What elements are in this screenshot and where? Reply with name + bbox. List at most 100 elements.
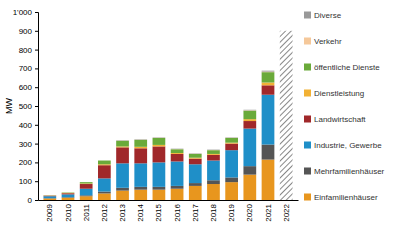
tick-label: 500 [19,102,33,111]
bar-segment [43,195,56,196]
bar-segment [153,145,166,147]
bar-segment [280,31,293,200]
bar-segment [207,180,220,184]
tick: 300 [19,140,38,149]
tick: 2016 [173,200,182,222]
bar-segment [262,72,275,82]
tick-label: 600 [19,83,33,92]
bar-segment [80,182,93,183]
bar-segment [80,182,93,183]
legend-label: Landwirtschaft [314,115,366,124]
tick-mark [35,12,38,13]
tick-label: 2020 [245,203,254,221]
tick-mark [35,181,38,182]
bar-segment [43,195,56,196]
chart: 01002003004005006007008009001'0002009201… [0,0,400,250]
tick-label: 2021 [264,203,273,221]
bar-segment [207,149,220,150]
tick: 2015 [154,200,163,222]
bar-segment [189,154,202,158]
bar-segment [116,163,129,187]
bar-segment [153,138,166,145]
tick-label: 2019 [227,203,236,221]
tick-mark [35,125,38,126]
bar-segment [62,192,75,193]
bar-segment [225,177,238,182]
bar-segment [243,166,256,174]
bar-segment [243,110,256,111]
bar-segment [262,70,275,72]
tick-label: 2014 [136,203,145,221]
tick: 2013 [118,200,127,222]
tick-label: 2012 [100,203,109,221]
bar-segment [134,139,147,140]
bar-segment [262,160,275,200]
bar-segment [134,163,147,187]
axis-line [35,13,39,201]
bar-segment [189,159,202,165]
tick-mark [35,144,38,145]
bar-segment [225,137,238,138]
bar-segment [225,144,238,151]
bar-segment [116,140,129,141]
tick: 2017 [191,200,200,222]
bar-segment [189,183,202,186]
tick: 2021 [264,200,273,222]
bars [43,31,292,200]
bar-segment [116,147,129,163]
bar-segment [171,149,184,150]
bar-segment [62,192,75,193]
tick: 2019 [227,200,236,222]
tick-label: 0 [28,196,33,205]
tick: 700 [19,64,38,73]
bar-segment [80,196,93,200]
legend-swatch [304,12,311,19]
bar-segment [62,192,75,193]
bar-segment [43,196,56,198]
bar-segment [43,195,56,196]
tick: 2012 [100,200,109,222]
bar-segment [207,155,220,161]
bar-segment [116,191,129,200]
tick: 800 [19,46,38,55]
tick-label: 200 [19,158,33,167]
bar-segment [98,193,111,200]
legend-swatch [304,168,311,175]
tick: 600 [19,83,38,92]
tick-mark [35,68,38,69]
bar-segment [262,71,275,73]
bar-segment [153,146,166,162]
bar-segment [171,189,184,200]
tick-label: 900 [19,27,33,36]
bar-segment [98,165,111,178]
tick: 100 [19,177,38,186]
bar-segment [262,145,275,160]
plot: 01002003004005006007008009001'0002009201… [13,8,299,222]
axis-line [39,200,299,201]
tick-label: 400 [19,121,33,130]
tick: 2020 [245,200,254,222]
tick-label: 700 [19,64,33,73]
bar-segment [207,150,220,154]
bar-segment [134,139,147,140]
tick-mark [35,50,38,51]
tick-label: 800 [19,46,33,55]
tick-label: 100 [19,177,33,186]
tick: 2011 [82,200,91,221]
bar-segment [243,119,256,121]
bar-segment [98,160,111,161]
tick: 2018 [209,200,218,222]
bar-segment [225,182,238,200]
tick: 2022 [282,200,291,222]
bar-segment [62,192,75,193]
bar-segment [116,141,129,147]
bar-segment [43,195,56,197]
tick: 900 [19,27,38,36]
bar-segment [134,147,147,149]
bar-segment [43,198,56,200]
tick: 2010 [64,200,73,222]
bar-segment [262,83,275,86]
legend-label: Mehrfamilienhäuser [314,167,385,176]
legend-swatch [304,64,311,71]
bar-segment [189,153,202,154]
